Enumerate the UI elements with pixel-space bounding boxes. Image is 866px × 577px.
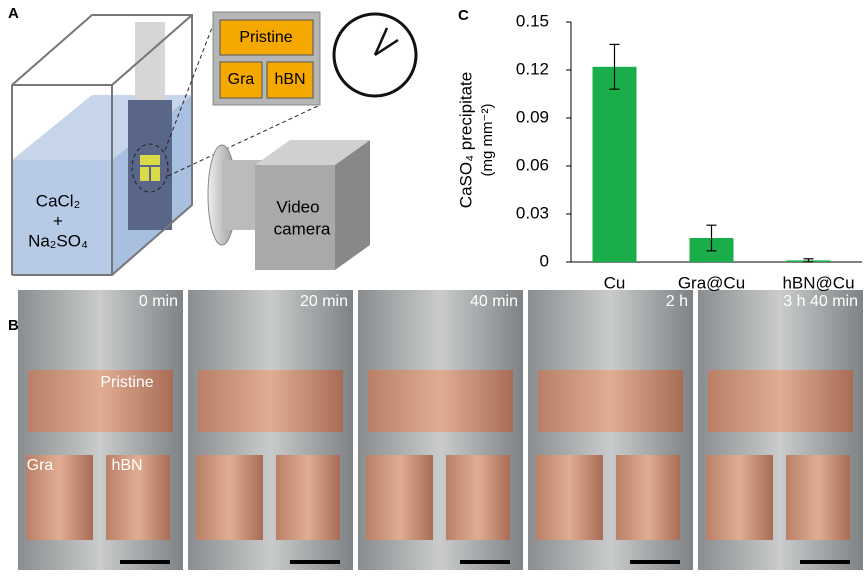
y-axis-label: CaSO₄ precipitate	[456, 72, 475, 208]
schematic: Pristine Gra hBN Video camera CaCl₂ + Na…	[8, 5, 416, 275]
copper-sample	[616, 455, 680, 540]
copper-sample	[276, 455, 340, 540]
solution-label: CaCl₂	[36, 191, 80, 210]
camera-label: Video	[276, 197, 319, 216]
bar	[593, 67, 637, 262]
copper-sample	[196, 455, 263, 540]
time-label: 20 min	[300, 293, 348, 310]
copper-sample	[366, 455, 433, 540]
panel-label: A	[8, 5, 19, 22]
x-tick-label: hBN@Cu	[782, 273, 854, 292]
x-tick-label: Cu	[604, 273, 626, 292]
inset-label: Pristine	[239, 29, 292, 46]
solution-label: +	[53, 211, 63, 230]
mini-sample	[151, 167, 160, 181]
y-tick-label: 0.12	[516, 59, 549, 78]
panel-label: C	[458, 7, 469, 24]
solution-label: Na₂SO₄	[28, 231, 88, 250]
sample-label: Gra	[27, 457, 54, 474]
mini-sample	[140, 167, 149, 181]
y-tick-label: 0.06	[516, 155, 549, 174]
camera-label: camera	[274, 219, 331, 238]
copper-sample	[446, 455, 510, 540]
time-label: 40 min	[470, 293, 518, 310]
time-label: 2 h	[666, 293, 688, 310]
y-tick-label: 0.09	[516, 107, 549, 126]
time-label: 0 min	[139, 293, 178, 310]
panel-label: B	[8, 317, 19, 334]
y-tick-label: 0	[540, 251, 549, 270]
page: Pristine Gra hBN Video camera CaCl₂ + Na…	[0, 0, 866, 577]
sample-label: Pristine	[100, 374, 153, 391]
copper-sample	[538, 370, 683, 432]
copper-sample	[786, 455, 850, 540]
time-label: 3 h 40 min	[783, 293, 858, 310]
mini-sample	[140, 155, 160, 165]
sample-label: hBN	[111, 457, 142, 474]
x-tick-label: Gra@Cu	[678, 273, 745, 292]
copper-sample	[708, 370, 853, 432]
y-axis-label: (mg mm⁻²)	[479, 104, 496, 177]
copper-sample	[368, 370, 513, 432]
copper-sample	[198, 370, 343, 432]
camera-front	[255, 165, 335, 270]
inset-label: hBN	[274, 71, 305, 88]
copper-sample	[536, 455, 603, 540]
copper-sample	[706, 455, 773, 540]
y-tick-label: 0.03	[516, 203, 549, 222]
figure: Pristine Gra hBN Video camera CaCl₂ + Na…	[0, 0, 866, 572]
y-tick-label: 0.15	[516, 11, 549, 30]
inset-label: Gra	[228, 71, 255, 88]
